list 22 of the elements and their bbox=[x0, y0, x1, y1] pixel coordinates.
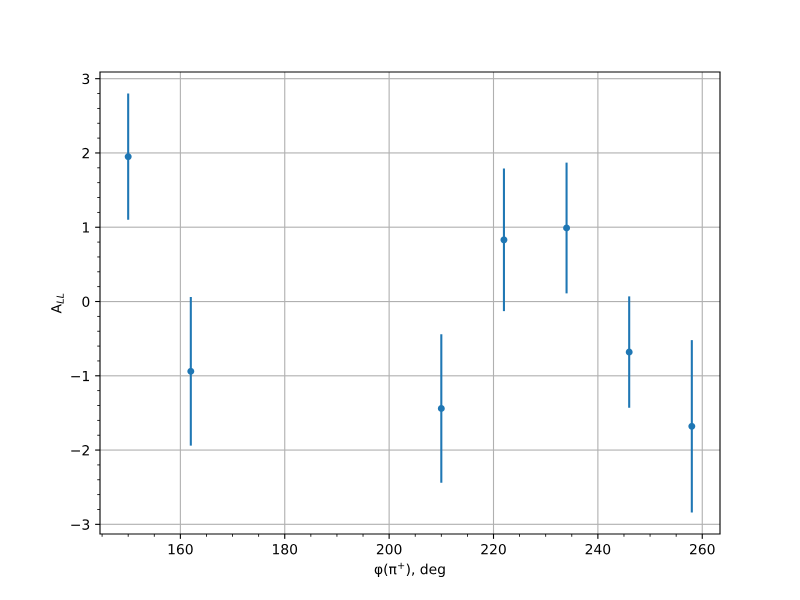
point bbox=[626, 348, 633, 356]
point bbox=[438, 405, 445, 412]
x-tick-label: 180 bbox=[273, 544, 298, 554]
y-tick-label: 3 bbox=[82, 74, 90, 84]
point bbox=[124, 153, 132, 160]
y-tick-label: 2 bbox=[82, 148, 89, 158]
x-tick-label: 220 bbox=[481, 544, 506, 554]
y-tick-label: 0 bbox=[82, 296, 90, 307]
point bbox=[500, 236, 508, 244]
y-tick-label: −3 bbox=[71, 519, 90, 530]
x-tick-label: 200 bbox=[376, 544, 402, 554]
point bbox=[187, 368, 194, 375]
x-tick-label: 160 bbox=[168, 544, 193, 554]
point bbox=[563, 224, 570, 232]
x-axis-title: φ(π$^{+}$), deg bbox=[374, 562, 445, 578]
x-tick-label: 240 bbox=[586, 544, 610, 554]
x-tick-label: 260 bbox=[690, 544, 715, 554]
point bbox=[688, 422, 696, 430]
y-axis-title: A$_{LL}$ bbox=[51, 294, 64, 314]
y-tick-label: 1 bbox=[82, 222, 89, 233]
y-tick-label: −2 bbox=[71, 445, 89, 456]
y-tick-label: −1 bbox=[71, 370, 89, 382]
